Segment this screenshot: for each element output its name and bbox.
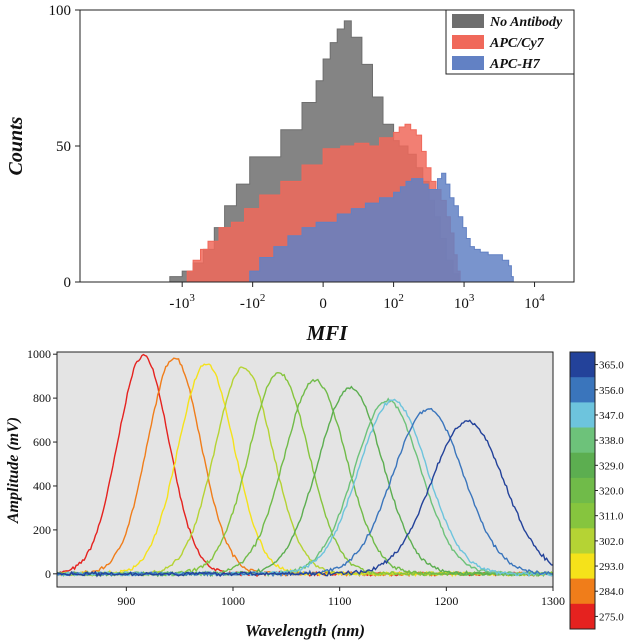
histogram-legend: No Antibody APC/Cy7 APC-H7 <box>445 9 575 75</box>
wavelength-colorbar: 365.0 356.0 347.0 338.0 329.0 320.0 311.0 302.0… <box>569 351 624 630</box>
histogram-x-tick-label: 0 <box>319 296 327 312</box>
legend-label-apc-cy7: APC/Cy7 <box>489 36 545 51</box>
histogram-x-tick-label: 104 <box>524 292 545 312</box>
spectra-x-tick-label: 1100 <box>328 594 352 608</box>
colorbar-label: 275.0 <box>599 611 624 623</box>
colorbar-segment <box>570 528 595 554</box>
histogram-x-axis-label: MFI <box>306 321 349 345</box>
histogram-x-tick-label: -102 <box>240 292 266 312</box>
spectra-y-tick-label: 800 <box>33 391 51 405</box>
colorbar-segment <box>570 477 595 504</box>
histogram-x-ticks: -103 -102 0 102 103 104 <box>169 282 545 312</box>
spectra-plot-frame <box>56 351 554 588</box>
spectra-x-tick-label: 1200 <box>434 594 458 608</box>
histogram-x-tick-label: 103 <box>454 292 475 312</box>
colorbar-segment <box>570 352 595 378</box>
spectra-y-axis-label: Amplitude (mV) <box>5 417 22 524</box>
colorbar-segment <box>570 603 595 630</box>
legend-label-apc-h7: APC-H7 <box>489 57 541 72</box>
spectra-y-tick-label: 0 <box>45 567 51 581</box>
colorbar-segment <box>570 427 595 454</box>
spectra-panel: 0 200 400 600 800 1000 900 1000 1100 1200 1300 Am… <box>5 347 624 640</box>
colorbar-segment <box>570 578 595 605</box>
spectrum-line-347-0 <box>56 398 554 577</box>
spectra-x-tick-label: 1300 <box>541 594 565 608</box>
histogram-y-axis-label: Counts <box>5 116 27 175</box>
colorbar-label: 302.0 <box>599 536 624 548</box>
spectra-y-tick-label: 200 <box>33 523 51 537</box>
legend-swatch-no-antibody <box>452 14 484 28</box>
colorbar-label: 311.0 <box>599 511 624 523</box>
histogram-x-tick-label: 102 <box>383 292 404 312</box>
colorbar-label: 293.0 <box>599 561 624 573</box>
legend-swatch-apc-cy7 <box>452 35 484 49</box>
histogram-y-tick-label: 50 <box>56 139 71 155</box>
colorbar-label: 320.0 <box>599 486 624 498</box>
colorbar-segment <box>570 402 595 429</box>
spectra-y-tick-label: 400 <box>33 479 51 493</box>
mfi-histogram-panel: 0 50 100 -103 -102 0 102 103 104 Counts MFI No … <box>5 3 575 345</box>
legend-swatch-apc-h7 <box>452 56 484 70</box>
spectra-y-ticks: 0 200 400 600 800 1000 <box>27 347 57 581</box>
colorbar-segment <box>570 452 595 479</box>
spectra-x-ticks: 900 1000 1100 1200 1300 <box>117 587 565 608</box>
histogram-y-tick-label: 0 <box>64 275 72 291</box>
spectra-x-tick-label: 900 <box>117 594 135 608</box>
colorbar-label: 338.0 <box>599 435 624 447</box>
histogram-area-apc-h7 <box>247 172 514 283</box>
histogram-y-tick-label: 100 <box>49 3 72 19</box>
colorbar-segment <box>570 503 595 529</box>
spectra-x-tick-label: 1000 <box>221 594 245 608</box>
histogram-areas <box>165 20 514 283</box>
spectra-y-tick-label: 600 <box>33 435 51 449</box>
spectra-x-axis-label: Wavelength (nm) <box>245 621 365 640</box>
spectra-lines <box>56 353 554 578</box>
spectra-y-tick-label: 1000 <box>27 347 51 361</box>
colorbar-segment <box>570 377 595 403</box>
colorbar-label: 284.0 <box>599 586 624 598</box>
spectrum-line-365-0 <box>56 419 554 578</box>
histogram-x-tick-label: -103 <box>169 292 195 312</box>
histogram-y-ticks: 0 50 100 <box>49 3 80 291</box>
colorbar-label: 365.0 <box>599 360 624 372</box>
colorbar-label: 329.0 <box>599 460 624 472</box>
legend-label-no-antibody: No Antibody <box>489 15 563 30</box>
colorbar-segment <box>570 553 595 580</box>
colorbar-label: 356.0 <box>599 385 624 397</box>
colorbar-label: 347.0 <box>599 410 624 422</box>
